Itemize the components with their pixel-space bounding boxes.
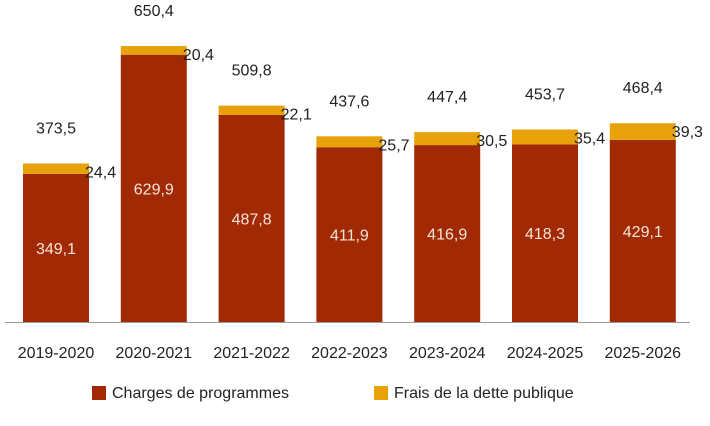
data-label-frais-dette: 20,4 [183,47,214,64]
bars-layer [23,46,676,323]
data-label-total: 437,6 [329,93,369,110]
bar-charges-programmes [120,54,187,323]
data-label-charges-programmes: 629,9 [134,181,174,198]
x-tick-labels: 2019-2020 2020-2021 2021-2022 2022-2023 2023… [18,345,681,362]
bar-frais-dette [218,105,285,115]
bar-charges-programmes [414,145,481,322]
legend-swatch-charges-programmes [92,386,106,400]
bar-frais-dette [609,123,676,140]
legend-swatch-frais-dette [374,386,388,400]
x-tick-label: 2024-2025 [507,345,584,362]
data-label-total: 373,5 [36,121,76,138]
bar-frais-dette [120,46,187,55]
data-label-frais-dette: 25,7 [378,137,409,154]
data-label-frais-dette: 30,5 [476,133,507,150]
x-tick-label: 2023-2024 [409,345,486,362]
data-label-frais-dette: 39,3 [672,124,703,141]
x-tick-label: 2025-2026 [605,345,682,362]
data-label-charges-programmes: 416,9 [427,227,467,244]
bar-charges-programmes [609,139,676,322]
data-label-frais-dette: 22,1 [281,107,312,124]
x-tick-label: 2022-2023 [311,345,388,362]
bar-frais-dette [316,136,383,148]
legend-label-frais-dette: Frais de la dette publique [394,385,574,402]
x-tick-label: 2021-2022 [213,345,290,362]
bar-charges-programmes [218,115,285,322]
data-label-charges-programmes: 487,8 [232,212,272,229]
bar-charges-programmes [23,173,89,322]
data-label-charges-programmes: 429,1 [623,224,663,241]
data-label-charges-programmes: 411,9 [330,228,369,245]
x-tick-label: 2020-2021 [116,345,193,362]
data-label-frais-dette: 24,4 [85,165,116,182]
bar-charges-programmes [512,144,578,322]
data-label-frais-dette: 35,4 [574,130,605,147]
labels-layer: 349,1 24,4 373,5 629,9 20,4 650,4 487,8 22,1 509… [36,3,703,258]
bar-frais-dette [512,129,578,145]
bar-frais-dette [23,163,89,174]
data-label-charges-programmes: 349,1 [36,241,76,258]
data-label-total: 468,4 [623,80,663,97]
legend: Charges de programmes Frais de la dette p… [92,385,574,402]
data-label-total: 650,4 [134,3,174,20]
legend-label-charges-programmes: Charges de programmes [112,385,289,402]
bar-frais-dette [414,132,481,146]
data-label-charges-programmes: 418,3 [525,226,565,243]
bar-charges-programmes [316,147,383,322]
data-label-total: 453,7 [525,86,565,103]
data-label-total: 447,4 [427,89,467,106]
x-tick-label: 2019-2020 [18,345,95,362]
data-label-total: 509,8 [232,63,272,80]
